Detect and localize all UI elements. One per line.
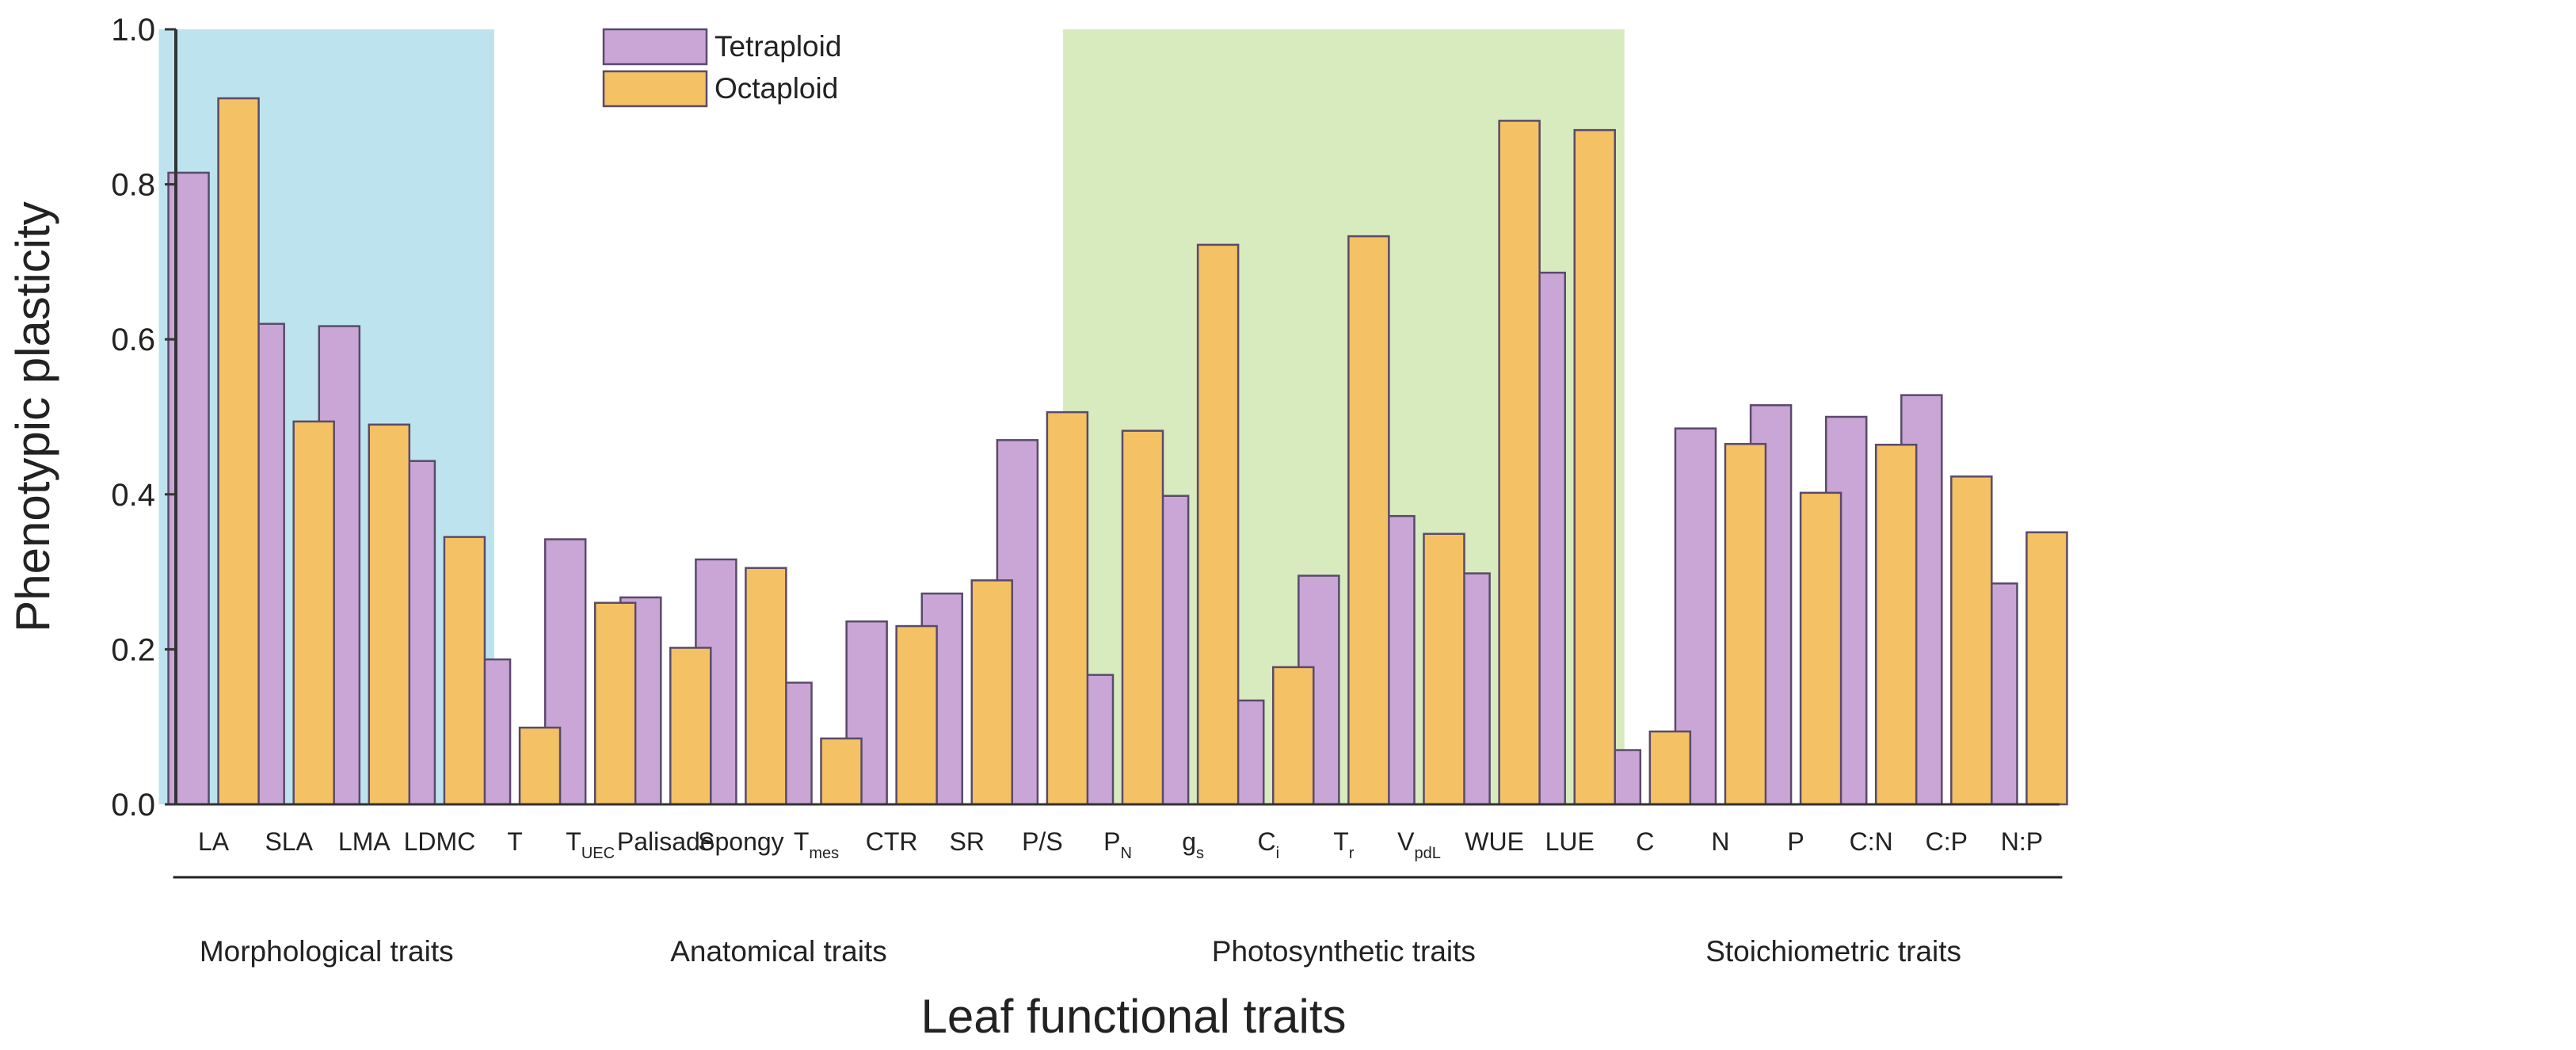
x-tick-label-p-s: P/S <box>1022 827 1063 856</box>
x-tick-label-lma: LMA <box>338 827 391 856</box>
bars-layer <box>167 97 2068 806</box>
bar-octaploid-t-mes <box>820 737 863 806</box>
bar-octaploid-ldmc <box>443 536 486 806</box>
bar-octaploid-la <box>217 97 260 806</box>
bar-octaploid-g-s <box>1196 243 1240 806</box>
x-tick-label-palisade: Palisade <box>617 827 714 856</box>
group-labels-layer: Morphological traits Anatomical traits Pho… <box>173 876 2063 968</box>
x-tick-label-v-pdl: VpdL <box>1397 827 1441 862</box>
x-axis-title: Leaf functional traits <box>921 990 1347 1043</box>
bar-octaploid-p <box>1799 491 1842 806</box>
bar-octaploid-c <box>1648 730 1692 806</box>
y-ticks-layer: 0.0 0.2 0.4 0.6 0.8 1.0 <box>111 13 176 823</box>
bar-octaploid-spongy <box>745 567 787 806</box>
bar-octaploid-t-r <box>1347 235 1390 806</box>
bar-octaploid-p-s <box>1046 410 1089 806</box>
x-tick-label-g-s: gs <box>1182 827 1204 862</box>
x-tick-label-ctr: CTR <box>866 827 918 856</box>
legend: Tetraploid Octaploid <box>602 28 841 108</box>
bar-octaploid-sr <box>970 579 1014 806</box>
x-tick-label-sr: SR <box>950 827 985 856</box>
bar-octaploid-c-n <box>1874 443 1918 806</box>
bar-octaploid-lue <box>1573 128 1616 806</box>
x-tick-label-la: LA <box>198 827 230 856</box>
x-tick-label-ldmc: LDMC <box>404 827 476 856</box>
y-tick-label: 0.2 <box>111 632 155 667</box>
bar-octaploid-c-p <box>1950 475 1993 806</box>
bar-octaploid-lma <box>368 423 411 806</box>
x-tick-label-n-p: N:P <box>2001 827 2043 856</box>
group-label-anatomical-traits: Anatomical traits <box>670 935 887 968</box>
bar-octaploid-t-uec <box>593 601 637 806</box>
x-tick-label-p-n: PN <box>1103 827 1132 862</box>
legend-swatch-tetraploid <box>602 28 708 66</box>
group-label-stoichiometric-traits: Stoichiometric traits <box>1705 935 1961 968</box>
group-label-photosynthetic-traits: Photosynthetic traits <box>1212 935 1476 968</box>
bar-octaploid-palisade <box>669 647 712 806</box>
x-tick-label-c: C <box>1636 827 1654 856</box>
bar-octaploid-v-pdl <box>1423 533 1465 806</box>
y-axis-title: Phenotypic plasticity <box>6 201 59 632</box>
x-tick-label-wue: WUE <box>1465 827 1524 856</box>
bar-octaploid-n-p <box>2025 531 2068 806</box>
y-tick-label: 0.6 <box>111 323 155 357</box>
bar-octaploid-ctr <box>895 624 938 806</box>
x-tick-label-c-n: C:N <box>1850 827 1893 856</box>
bar-octaploid-t <box>518 726 562 806</box>
x-tick-label-c-p: C:P <box>1926 827 1968 856</box>
x-tick-label-t-uec: TUEC <box>566 827 615 862</box>
legend-label-octaploid: Octaploid <box>714 72 838 105</box>
x-tick-label-c-i: Ci <box>1257 827 1279 862</box>
x-tick-label-t-r: Tr <box>1333 827 1355 862</box>
x-tick-label-p: P <box>1787 827 1804 856</box>
x-tick-label-lue: LUE <box>1545 827 1595 856</box>
axes-layer <box>174 29 2060 806</box>
y-tick-label: 0.4 <box>111 478 155 513</box>
bar-octaploid-n <box>1724 442 1767 806</box>
x-tick-label-t-mes: Tmes <box>794 827 839 862</box>
legend-swatch-octaploid <box>602 70 708 108</box>
x-tick-label-t: T <box>507 827 523 856</box>
group-label-morphological-traits: Morphological traits <box>200 935 454 968</box>
y-tick-label: 0.8 <box>111 168 155 203</box>
bar-octaploid-c-i <box>1271 666 1315 806</box>
y-tick-label: 1.0 <box>111 13 155 48</box>
bar-octaploid-sla <box>292 420 335 806</box>
bar-octaploid-p-n <box>1121 430 1164 806</box>
x-tick-label-n: N <box>1711 827 1729 856</box>
legend-label-tetraploid: Tetraploid <box>714 30 841 63</box>
x-tick-label-sla: SLA <box>265 827 313 856</box>
x-tick-label-spongy: Spongy <box>698 827 784 856</box>
bar-octaploid-wue <box>1498 120 1541 806</box>
y-tick-label: 0.0 <box>111 788 155 823</box>
